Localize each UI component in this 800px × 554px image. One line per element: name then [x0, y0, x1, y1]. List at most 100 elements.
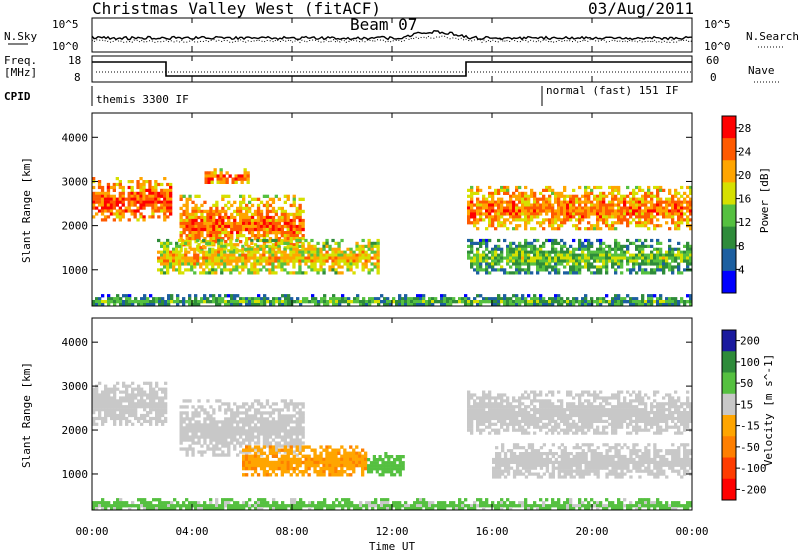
heatmap-cell [248, 432, 252, 436]
heatmap-cell [635, 209, 639, 213]
heatmap-cell [479, 188, 483, 192]
heatmap-cell [164, 303, 168, 307]
heatmap-cell [131, 413, 135, 418]
heatmap-cell [228, 174, 232, 178]
heatmap-cell [286, 417, 290, 421]
heatmap-cell [626, 259, 630, 263]
heatmap-cell [262, 417, 267, 421]
heatmap-cell [122, 384, 126, 388]
heatmap-cell [542, 416, 546, 421]
heatmap-cell [331, 250, 335, 254]
heatmap-cell [470, 191, 474, 195]
heatmap-cell [97, 200, 102, 204]
heatmap-cell [163, 262, 167, 266]
heatmap-cell [322, 466, 326, 471]
heatmap-cell [110, 300, 114, 304]
heatmap-cell [473, 253, 477, 257]
heatmap-cell [286, 402, 290, 406]
heatmap-cell [313, 454, 317, 458]
heatmap-cell [185, 438, 189, 442]
heatmap-cell [103, 203, 108, 207]
heatmap-cell [137, 405, 141, 409]
heatmap-cell [95, 200, 99, 204]
heatmap-cell [527, 416, 531, 421]
heatmap-cell [307, 265, 311, 269]
heatmap-cell [470, 300, 474, 304]
heatmap-cell [92, 177, 96, 181]
heatmap-cell [343, 448, 347, 452]
heatmap-cell [103, 218, 108, 222]
heatmap-cell [128, 419, 132, 423]
heatmap-cell [530, 247, 534, 251]
heatmap-cell [545, 422, 549, 426]
heatmap-cell [572, 212, 576, 216]
heatmap-cell [473, 413, 477, 418]
heatmap-cell [158, 419, 162, 423]
heatmap-cell [340, 265, 344, 269]
heatmap-cell [569, 218, 573, 222]
heatmap-cell [122, 408, 126, 412]
heatmap-cell [157, 209, 161, 213]
heatmap-cell [422, 300, 426, 304]
heatmap-cell [381, 473, 385, 477]
heatmap-cell [218, 408, 222, 412]
heatmap-cell [659, 250, 663, 254]
heatmap-cell [509, 253, 513, 257]
heatmap-cell [614, 221, 618, 225]
heatmap-cell [218, 303, 222, 307]
heatmap-cell [103, 215, 108, 219]
heatmap-cell [581, 408, 585, 412]
heatmap-cell [256, 212, 261, 217]
heatmap-cell [503, 218, 507, 222]
heatmap-cell [587, 209, 591, 213]
heatmap-cell [268, 268, 272, 272]
heatmap-cell [262, 215, 267, 220]
heatmap-cell [245, 224, 249, 229]
heatmap-cell [533, 294, 537, 298]
heatmap-cell [239, 206, 243, 211]
heatmap-cell [623, 244, 627, 248]
heatmap-cell [194, 212, 198, 217]
heatmap-cell [575, 425, 579, 429]
heatmap-cell [223, 244, 227, 248]
heatmap-cell [227, 224, 231, 229]
heatmap-cell [98, 300, 102, 304]
heatmap-cell [145, 200, 149, 204]
heatmap-cell [506, 250, 510, 254]
heatmap-cell [295, 227, 299, 232]
heatmap-cell [596, 259, 600, 263]
heatmap-cell [121, 194, 125, 198]
heatmap-cell [95, 422, 99, 426]
heatmap-cell [259, 423, 264, 427]
heatmap-cell [169, 182, 173, 187]
heatmap-cell [548, 402, 552, 406]
heatmap-cell [665, 215, 669, 219]
heatmap-cell [280, 253, 284, 257]
heatmap-cell [248, 218, 252, 223]
heatmap-cell [620, 215, 624, 219]
heatmap-cell [358, 451, 362, 455]
heatmap-cell [539, 411, 543, 415]
heatmap-cell [470, 209, 474, 213]
heatmap-cell [233, 209, 237, 214]
heatmap-cell [268, 231, 273, 235]
heatmap-cell [551, 268, 555, 272]
heatmap-cell [247, 244, 251, 248]
heatmap-cell [542, 425, 546, 429]
heatmap-cell [274, 250, 278, 254]
heatmap-cell [248, 405, 252, 409]
heatmap-cell [596, 268, 600, 272]
heatmap-cell [259, 221, 264, 226]
heatmap-cell [647, 262, 651, 266]
heatmap-cell [419, 300, 423, 304]
heatmap-cell [163, 247, 167, 251]
heatmap-cell [158, 405, 162, 409]
heatmap-cell [584, 194, 588, 198]
heatmap-cell [355, 259, 359, 263]
heatmap-cell [488, 209, 492, 213]
heatmap-cell [355, 451, 359, 455]
heatmap-cell [152, 405, 156, 409]
heatmap-cell [217, 262, 221, 266]
heatmap-cell [202, 253, 206, 257]
heatmap-cell [527, 303, 531, 307]
